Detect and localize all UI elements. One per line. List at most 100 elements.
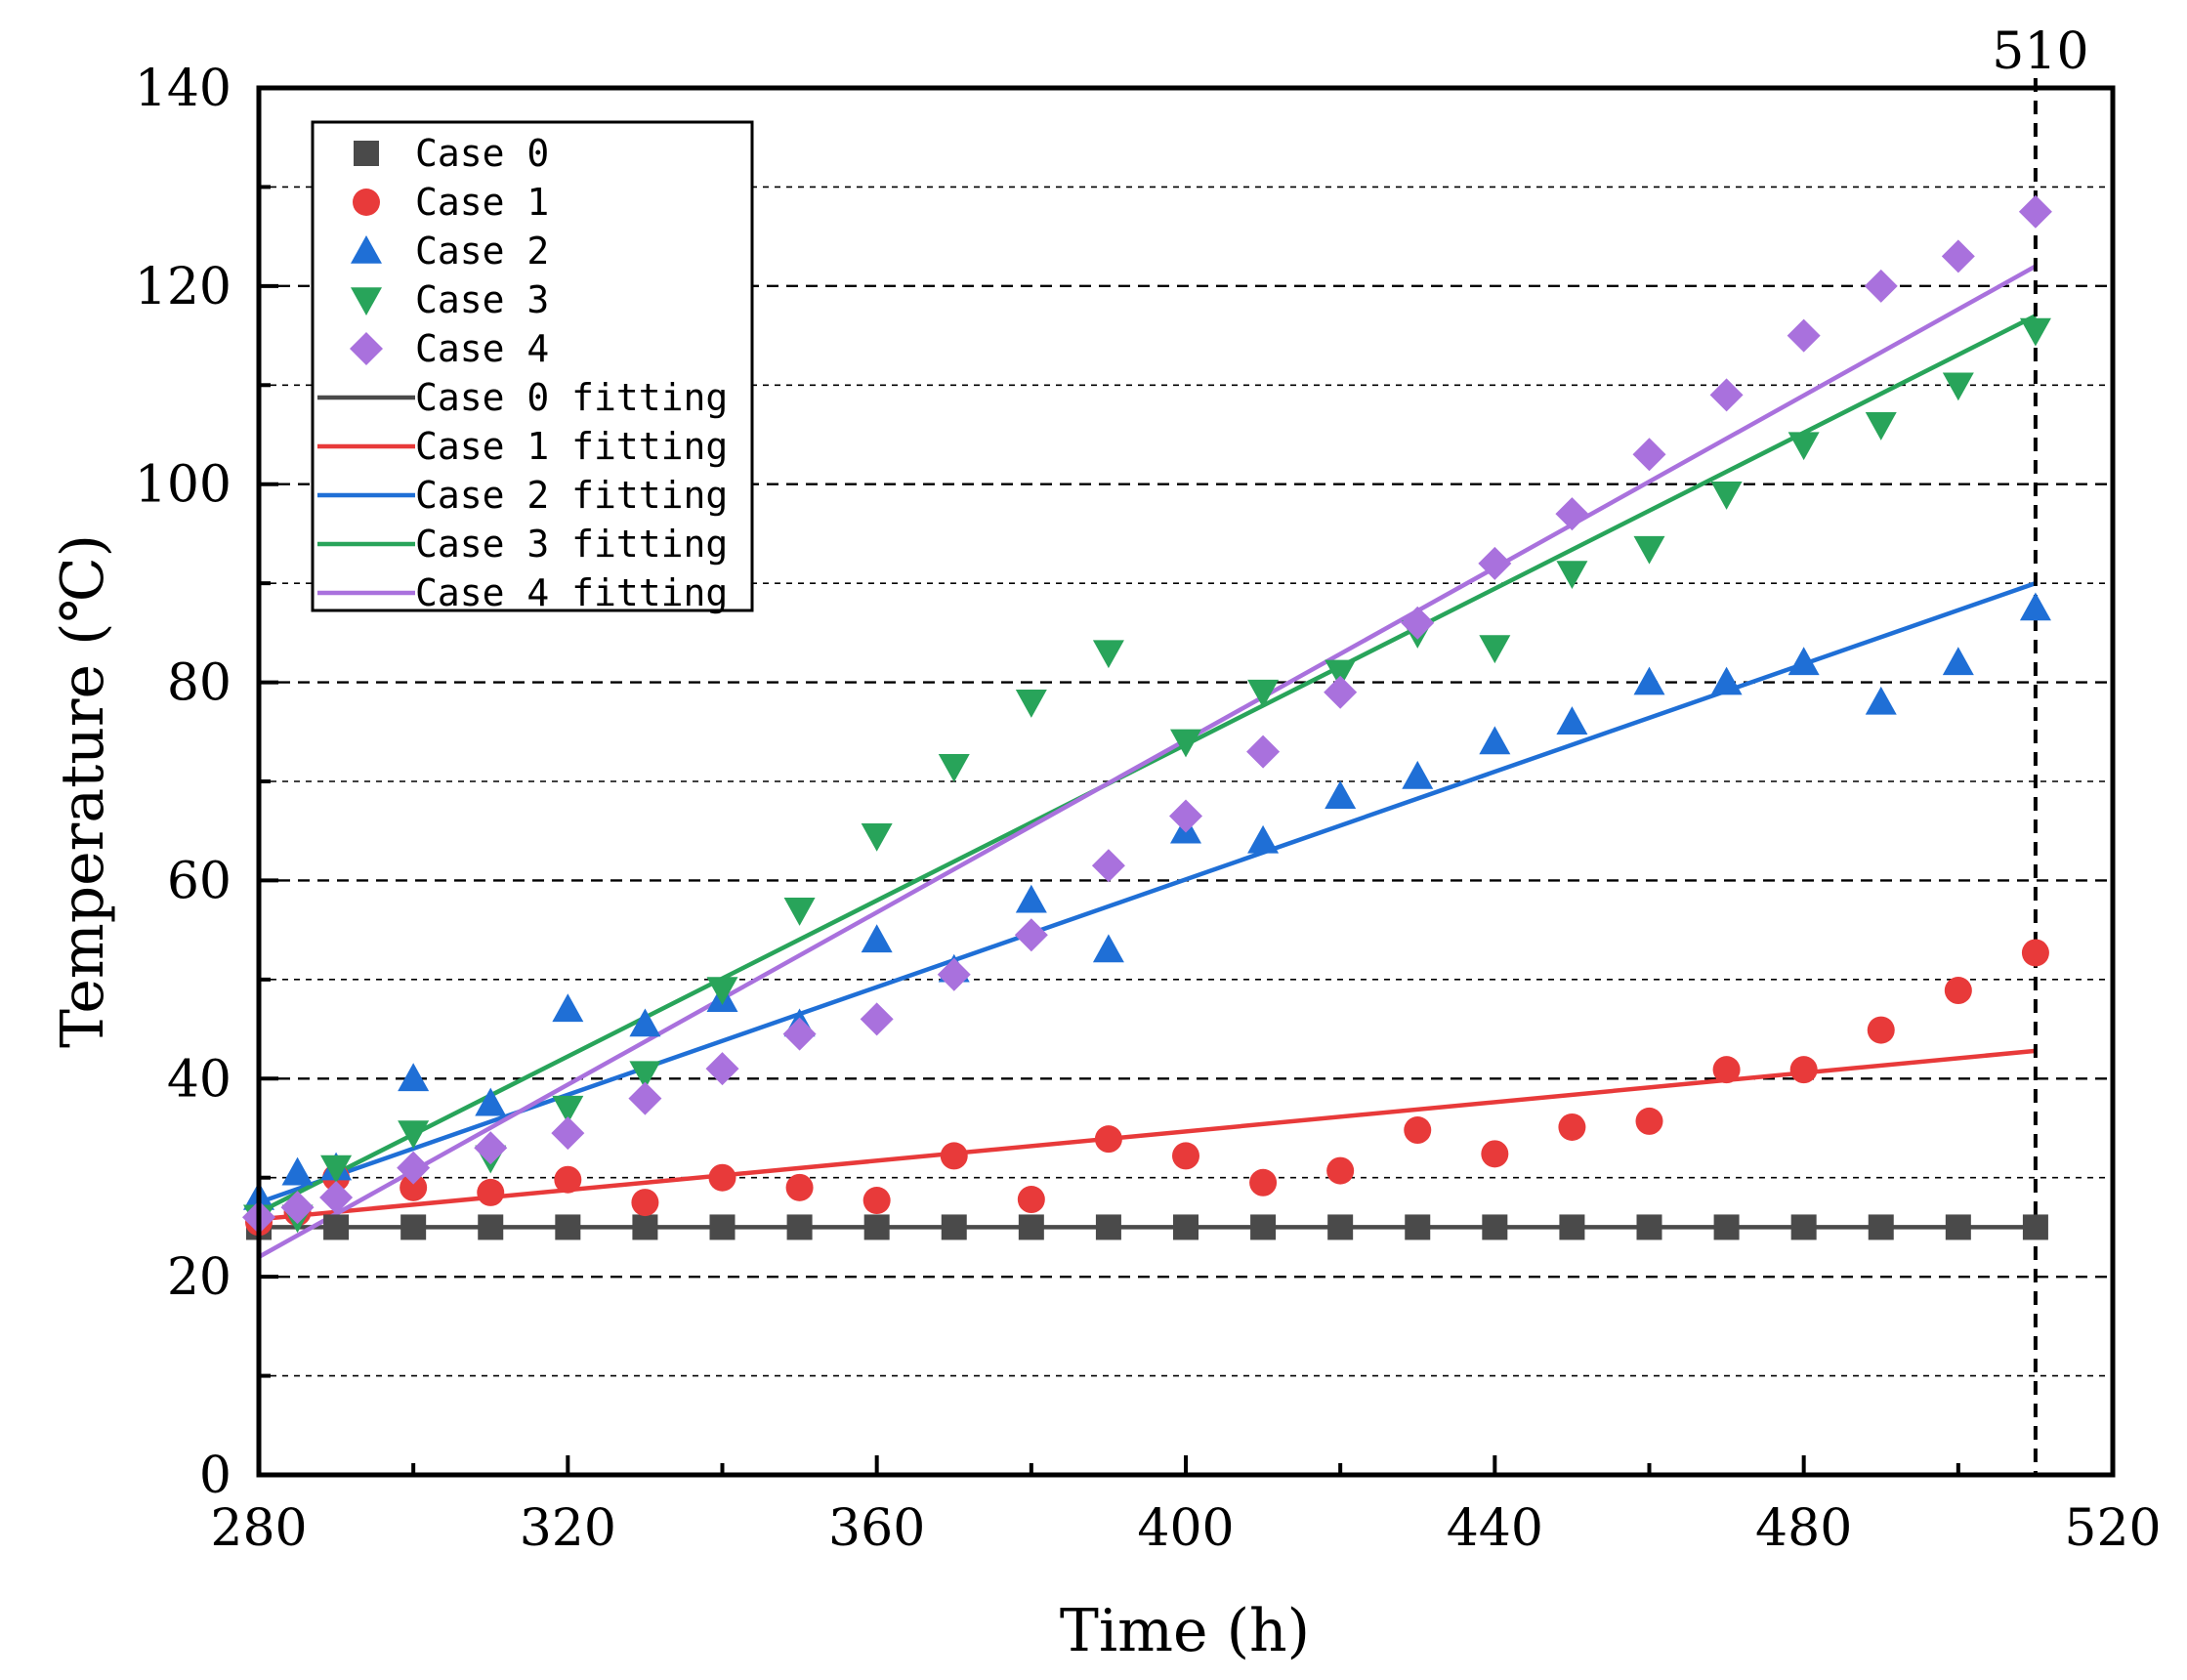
data-point (2022, 1214, 2048, 1240)
legend-marker (350, 332, 383, 365)
data-point (1015, 884, 1047, 913)
fit-line (258, 1048, 2037, 1222)
data-point (862, 1187, 891, 1215)
axis-ticks: 280 320 360 400 440 480 520 0 20 40 60 80 100 120 140 (135, 60, 2162, 1558)
data-point (1789, 1056, 1818, 1084)
data-point (1555, 497, 1589, 531)
data-point (1712, 1056, 1741, 1084)
data-point (708, 1163, 736, 1192)
data-point (1944, 977, 1972, 1005)
data-point (1787, 647, 1820, 676)
y-tick-label: 60 (167, 852, 231, 910)
legend-label: Case 3 (415, 278, 549, 321)
data-point (1401, 606, 1435, 640)
data-point (1945, 1214, 1971, 1240)
legend-box (311, 120, 754, 612)
x-axis-title: Time (h) (1060, 1597, 1310, 1665)
legend-label: Case 2 (415, 230, 549, 273)
data-point (1636, 1214, 1662, 1240)
data-point (628, 1081, 662, 1115)
data-point (1173, 1214, 1199, 1240)
data-point (1558, 1113, 1586, 1141)
legend-label: Case 0 fitting (415, 376, 728, 419)
data-point (475, 1087, 507, 1116)
legend-label: Case 0 (415, 132, 549, 175)
data-point (474, 1131, 508, 1165)
data-point (1865, 412, 1897, 441)
y-tick-label: 80 (167, 654, 231, 713)
data-point (1868, 1214, 1894, 1240)
data-point (1014, 918, 1048, 952)
data-point (398, 1063, 430, 1092)
fit-line (257, 264, 2038, 1259)
data-point (1479, 635, 1511, 664)
data-point (2019, 592, 2051, 621)
data-point (1325, 780, 1357, 810)
data-point (1404, 1116, 1432, 1145)
data-point (1482, 1214, 1508, 1240)
data-point (280, 1191, 315, 1225)
data-point (1787, 318, 1821, 353)
data-point (937, 957, 971, 991)
data-point (1170, 729, 1201, 758)
data-point (1094, 1125, 1122, 1154)
data-point (1250, 1214, 1277, 1240)
data-point (551, 1116, 585, 1151)
data-point (1635, 1107, 1663, 1135)
y-tick-label: 120 (135, 258, 231, 316)
data-point (1478, 546, 1512, 580)
data-point (323, 1214, 350, 1240)
data-point (1095, 1214, 1121, 1240)
data-point (705, 1052, 739, 1086)
data-point (1324, 675, 1358, 709)
data-point (1326, 1156, 1355, 1185)
data-point (1015, 690, 1047, 718)
data-point (1169, 799, 1202, 833)
data-point (1633, 535, 1665, 565)
data-point (1864, 269, 1898, 303)
x-tick-label: 440 (1447, 1499, 1543, 1558)
data-point (1559, 1214, 1585, 1240)
data-point (632, 1214, 658, 1240)
data-point (554, 1165, 582, 1194)
data-point (1017, 1186, 1045, 1214)
data-point (397, 1151, 431, 1185)
data-point (860, 1002, 894, 1036)
data-point (400, 1214, 427, 1240)
data-point (478, 1214, 504, 1240)
legend-label: Case 1 (415, 181, 549, 224)
legend-marker (351, 287, 382, 315)
data-point (631, 1189, 659, 1217)
legend-marker (354, 141, 379, 166)
data-point (1713, 1214, 1740, 1240)
data-point (555, 1214, 581, 1240)
vertical-line-label: 510 (1992, 22, 2088, 81)
data-point (782, 1017, 817, 1051)
data-point (320, 1155, 353, 1184)
y-tick-label: 140 (135, 60, 231, 118)
data-point (1092, 934, 1124, 963)
x-tick-label: 480 (1755, 1499, 1852, 1558)
data-point (786, 1214, 813, 1240)
data-point (2021, 939, 2049, 967)
data-point (1710, 666, 1743, 695)
data-point (1941, 239, 1975, 273)
data-point (1172, 1142, 1199, 1170)
data-point (398, 1120, 430, 1150)
x-tick-label: 360 (828, 1499, 925, 1558)
data-points (242, 194, 2052, 1240)
legend-label: Case 4 fitting (415, 571, 728, 614)
legend-marker (351, 235, 382, 264)
data-point (2018, 194, 2052, 229)
data-point (1091, 849, 1125, 883)
data-point (785, 1173, 814, 1201)
legend-marker (353, 189, 380, 216)
data-point (1867, 1016, 1895, 1044)
data-point (1247, 824, 1280, 854)
data-point (1790, 1214, 1817, 1240)
data-point (938, 753, 970, 782)
data-point (1632, 438, 1666, 472)
data-point (863, 1214, 890, 1240)
data-point (1018, 1214, 1044, 1240)
